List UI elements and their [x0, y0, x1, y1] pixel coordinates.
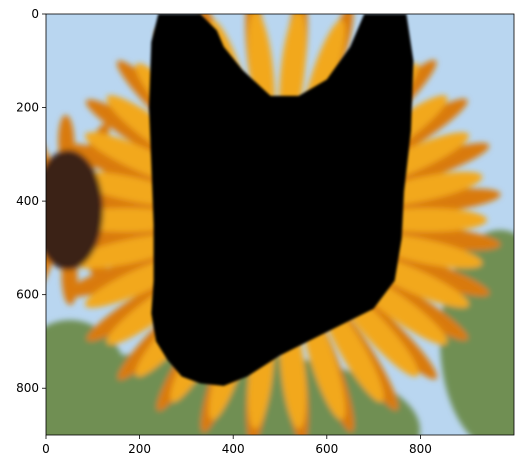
black-mask-silhouette — [149, 14, 414, 386]
x-axis: 0 200 400 600 800 — [42, 435, 432, 456]
petal — [0, 146, 41, 192]
y-tick-label: 600 — [16, 288, 39, 302]
left-flower-center — [46, 150, 103, 270]
x-tick-label: 600 — [315, 442, 338, 456]
y-tick-label: 400 — [16, 194, 39, 208]
x-tick-label: 200 — [128, 442, 151, 456]
x-tick-label: 0 — [42, 442, 50, 456]
y-tick-label: 0 — [31, 7, 39, 21]
axes-frame — [45, 13, 515, 436]
petal — [0, 230, 43, 278]
petal — [0, 212, 31, 241]
y-tick-label: 200 — [16, 101, 39, 115]
petal — [46, 246, 54, 297]
y-tick-label: 800 — [16, 381, 39, 395]
petal — [371, 188, 501, 215]
petal — [371, 224, 501, 251]
y-axis: 0 200 400 600 800 — [16, 7, 46, 395]
foliage-left — [46, 320, 130, 435]
x-tick-label: 400 — [222, 442, 245, 456]
x-tick-label: 800 — [409, 442, 432, 456]
